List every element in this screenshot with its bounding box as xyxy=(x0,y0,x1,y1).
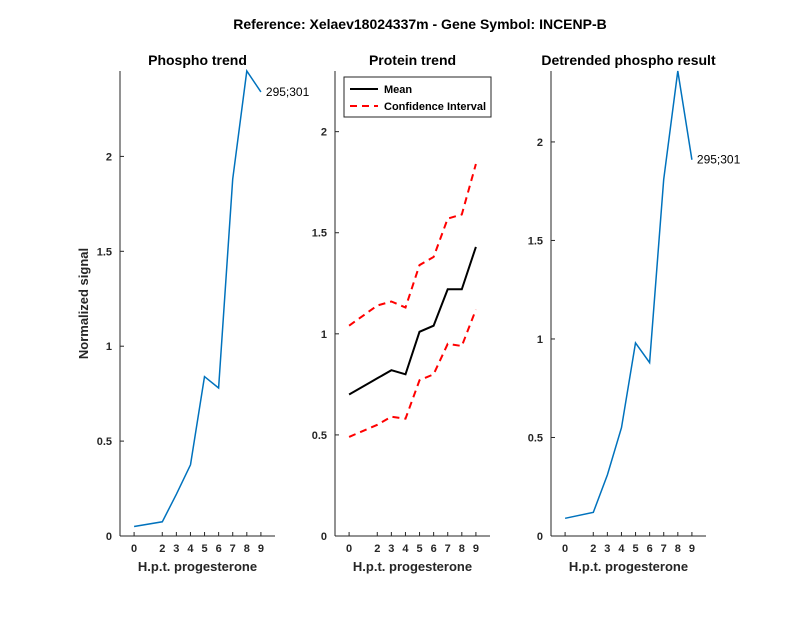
x-tick-label: 6 xyxy=(431,543,437,555)
x-tick-label: 3 xyxy=(388,543,394,555)
series-line xyxy=(133,68,262,528)
x-tick-label: 5 xyxy=(201,543,207,555)
x-tick-label: 9 xyxy=(689,543,695,555)
x-tick-label: 6 xyxy=(216,543,222,555)
x-tick-label: 6 xyxy=(647,543,653,555)
x-tick-label: 4 xyxy=(618,543,625,555)
y-tick-label: 2 xyxy=(321,127,327,139)
y-tick-label: 1.5 xyxy=(528,235,543,247)
x-tick-label: 9 xyxy=(473,543,479,555)
y-tick-label: 0.5 xyxy=(312,430,327,442)
y-tick-label: 0.5 xyxy=(528,432,543,444)
x-tick-label: 3 xyxy=(604,543,610,555)
y-tick-label: 0 xyxy=(537,531,543,543)
series-line xyxy=(564,70,693,520)
x-tick-label: 2 xyxy=(374,543,380,555)
x-tick-label: 8 xyxy=(675,543,681,555)
y-tick-label: 2 xyxy=(106,151,112,163)
x-tick-label: 5 xyxy=(632,543,638,555)
x-axis-label: H.p.t. progesterone xyxy=(353,559,472,574)
x-tick-label: 7 xyxy=(661,543,667,555)
panel-title: Protein trend xyxy=(369,52,456,68)
panel-title: Phospho trend xyxy=(148,52,247,68)
x-axis-label: H.p.t. progesterone xyxy=(138,559,257,574)
legend-box xyxy=(343,76,492,118)
x-tick-label: 3 xyxy=(173,543,179,555)
x-tick-label: 8 xyxy=(459,543,465,555)
y-tick-label: 0 xyxy=(321,531,327,543)
ci-line xyxy=(348,309,477,438)
x-tick-label: 2 xyxy=(590,543,596,555)
x-tick-label: 7 xyxy=(230,543,236,555)
x-axis-label: H.p.t. progesterone xyxy=(569,559,688,574)
x-tick-label: 4 xyxy=(187,543,194,555)
y-tick-label: 1.5 xyxy=(97,246,112,258)
figure-title: Reference: Xelaev18024337m - Gene Symbol… xyxy=(233,16,607,32)
panel-title: Detrended phospho result xyxy=(541,52,716,68)
point-annotation: 295;301 xyxy=(697,153,741,167)
x-tick-label: 0 xyxy=(131,543,137,555)
x-tick-label: 0 xyxy=(562,543,568,555)
x-tick-label: 4 xyxy=(402,543,409,555)
x-tick-label: 9 xyxy=(258,543,264,555)
ci-line xyxy=(348,163,477,327)
mean-line xyxy=(348,246,477,396)
x-tick-label: 0 xyxy=(346,543,352,555)
x-tick-label: 5 xyxy=(416,543,422,555)
y-tick-label: 0 xyxy=(106,531,112,543)
point-annotation: 295;301 xyxy=(266,85,310,99)
y-tick-label: 1.5 xyxy=(312,228,327,240)
y-tick-label: 1 xyxy=(537,334,543,346)
x-tick-label: 8 xyxy=(244,543,250,555)
x-tick-label: 7 xyxy=(445,543,451,555)
y-tick-label: 2 xyxy=(537,137,543,149)
legend-entry-label: Confidence Interval xyxy=(384,101,486,113)
x-tick-label: 2 xyxy=(159,543,165,555)
legend-entry-label: Mean xyxy=(384,84,412,96)
y-tick-label: 1 xyxy=(321,329,327,341)
y-tick-label: 1 xyxy=(106,341,112,353)
y-tick-label: 0.5 xyxy=(97,436,112,448)
y-axis-label: Normalized signal xyxy=(76,248,91,359)
